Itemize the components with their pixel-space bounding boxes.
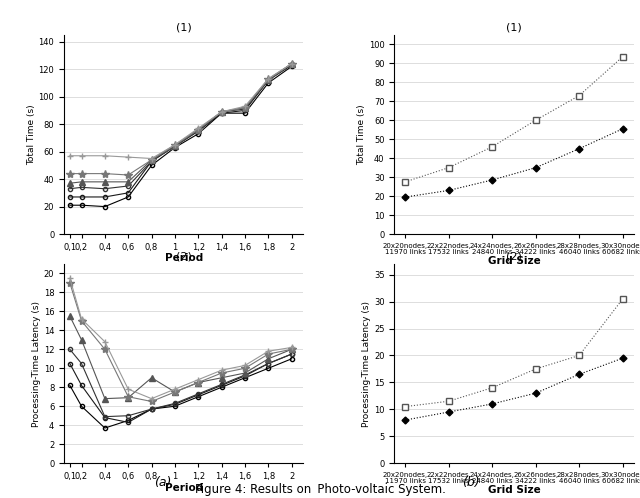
Text: Photo-voltaic System: Photo-voltaic System <box>0 497 1 498</box>
I-DLV-sr-non-incremental <box>619 296 627 302</box>
Title: (2): (2) <box>176 252 191 262</box>
Text: .: . <box>0 497 1 498</box>
Line: I-DLV-sr: I-DLV-sr <box>403 126 625 200</box>
Text: (a): (a) <box>154 476 172 489</box>
I-DLV-sr-non-incremental <box>488 385 496 391</box>
Title: (2): (2) <box>506 252 522 262</box>
X-axis label: Period: Period <box>164 253 203 263</box>
I-DLV-sr <box>575 372 583 377</box>
I-DLV-sr <box>575 146 583 152</box>
X-axis label: Grid Size: Grid Size <box>488 485 540 495</box>
I-DLV-sr-non-incremental <box>445 165 452 171</box>
Legend: 20x20nodes, 11970 links, 22x22nodes, 17532 links, 24x24nodes, 24840 links, 26x26: 20x20nodes, 11970 links, 22x22nodes, 175… <box>68 302 291 336</box>
I-DLV-sr <box>532 165 540 171</box>
Text: Figure 4: Results on  Photo-voltaic System.: Figure 4: Results on Photo-voltaic Syste… <box>195 483 445 496</box>
X-axis label: Grid Size: Grid Size <box>488 256 540 266</box>
Y-axis label: Processing-Time Latency (s): Processing-Time Latency (s) <box>32 300 41 427</box>
I-DLV-sr-non-incremental <box>532 366 540 372</box>
I-DLV-sr-non-incremental <box>445 398 452 404</box>
Text: (b): (b) <box>0 497 1 498</box>
I-DLV-sr <box>401 194 409 200</box>
Line: I-DLV-sr-non-incremental: I-DLV-sr-non-incremental <box>403 54 625 185</box>
I-DLV-sr <box>619 355 627 361</box>
Legend: I-DLV-sr, I-DLV-sr-non-incremental: I-DLV-sr, I-DLV-sr-non-incremental <box>398 314 561 323</box>
X-axis label: Period: Period <box>164 483 203 493</box>
I-DLV-sr-non-incremental <box>575 93 583 99</box>
I-DLV-sr-non-incremental <box>488 144 496 150</box>
I-DLV-sr-non-incremental <box>532 117 540 123</box>
I-DLV-sr <box>445 409 452 415</box>
I-DLV-sr <box>401 417 409 423</box>
Title: (1): (1) <box>176 23 191 33</box>
I-DLV-sr-non-incremental <box>575 353 583 359</box>
Text: Figure 4: Results on: Figure 4: Results on <box>0 497 1 498</box>
Title: (1): (1) <box>506 23 522 33</box>
Line: I-DLV-sr: I-DLV-sr <box>403 356 625 422</box>
Text: (a): (a) <box>0 497 1 498</box>
Line: I-DLV-sr-non-incremental: I-DLV-sr-non-incremental <box>403 296 625 409</box>
I-DLV-sr <box>619 126 627 132</box>
Y-axis label: Total Time (s): Total Time (s) <box>357 104 366 165</box>
I-DLV-sr-non-incremental <box>401 403 409 409</box>
I-DLV-sr <box>488 401 496 407</box>
I-DLV-sr-non-incremental <box>401 179 409 185</box>
I-DLV-sr <box>488 177 496 183</box>
I-DLV-sr <box>532 390 540 396</box>
Y-axis label: Total Time (s): Total Time (s) <box>27 104 36 165</box>
I-DLV-sr <box>445 187 452 193</box>
Text: (b): (b) <box>461 476 479 489</box>
I-DLV-sr-non-incremental <box>619 54 627 60</box>
Y-axis label: Processing-Time Latency (s): Processing-Time Latency (s) <box>362 300 371 427</box>
